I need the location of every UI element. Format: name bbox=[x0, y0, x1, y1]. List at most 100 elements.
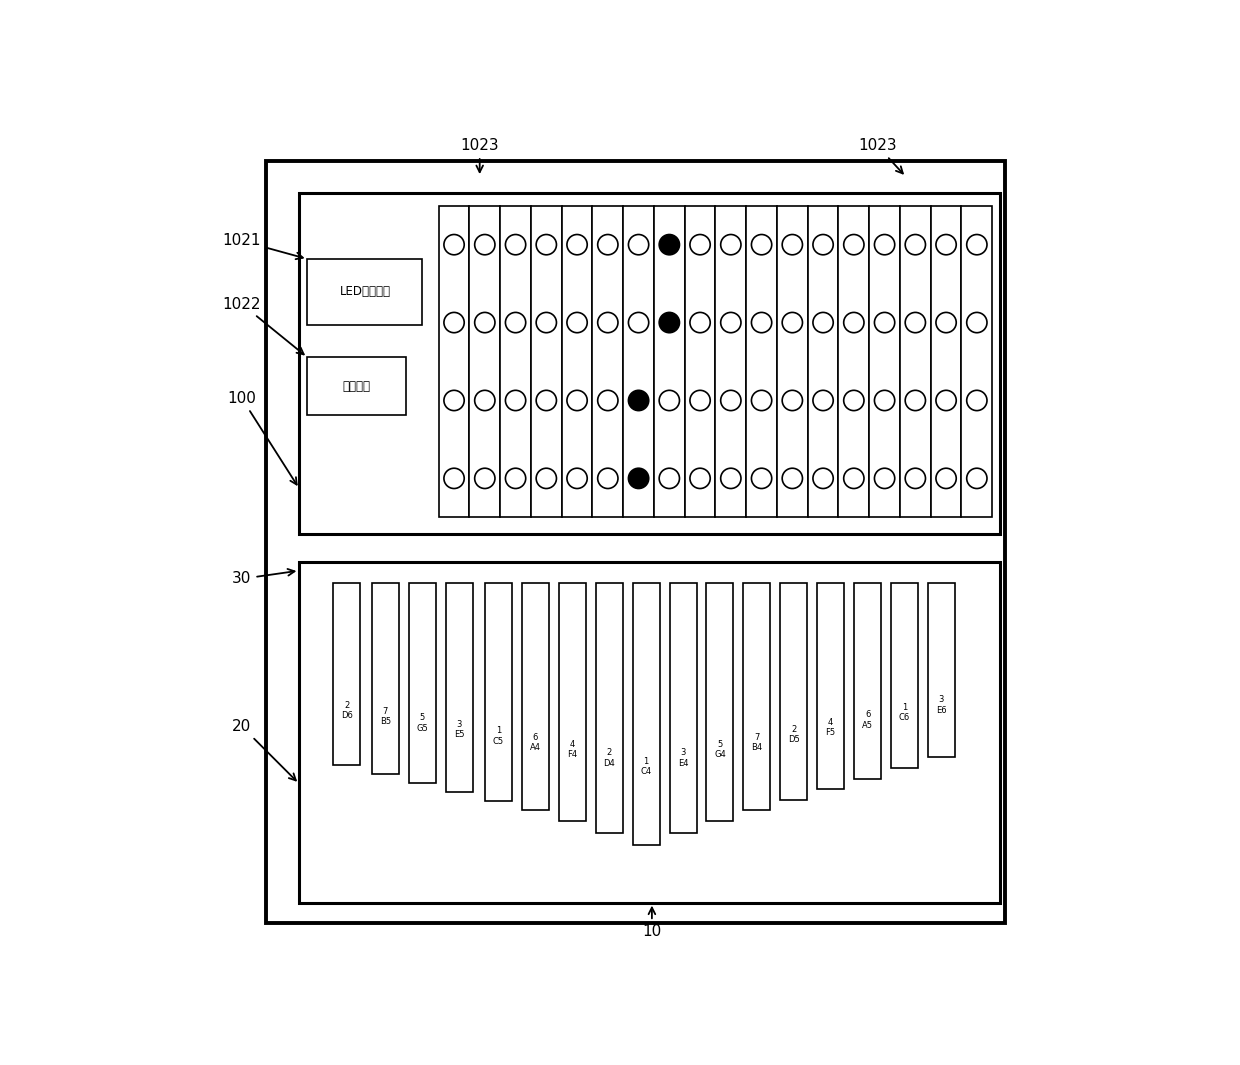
Circle shape bbox=[967, 234, 987, 255]
Bar bbox=[807, 206, 838, 518]
Text: 1021: 1021 bbox=[223, 233, 303, 259]
Circle shape bbox=[475, 234, 495, 255]
Circle shape bbox=[967, 312, 987, 332]
Circle shape bbox=[444, 312, 464, 332]
Bar bbox=[624, 206, 653, 518]
Circle shape bbox=[506, 390, 526, 411]
Circle shape bbox=[720, 234, 742, 255]
Text: 6
A5: 6 A5 bbox=[862, 710, 873, 730]
Circle shape bbox=[936, 234, 956, 255]
Circle shape bbox=[567, 234, 588, 255]
Circle shape bbox=[598, 312, 618, 332]
Text: 20: 20 bbox=[232, 719, 296, 781]
Circle shape bbox=[720, 469, 742, 489]
Circle shape bbox=[506, 312, 526, 332]
Circle shape bbox=[813, 312, 833, 332]
Circle shape bbox=[629, 312, 649, 332]
Circle shape bbox=[936, 390, 956, 411]
Circle shape bbox=[689, 390, 711, 411]
Bar bbox=[562, 206, 593, 518]
Bar bbox=[485, 583, 512, 801]
Text: 2
D4: 2 D4 bbox=[604, 749, 615, 768]
Text: 2
D6: 2 D6 bbox=[341, 701, 352, 720]
Circle shape bbox=[444, 234, 464, 255]
Circle shape bbox=[598, 234, 618, 255]
Circle shape bbox=[843, 390, 864, 411]
Bar bbox=[632, 583, 660, 846]
Bar bbox=[743, 583, 770, 810]
Circle shape bbox=[598, 390, 618, 411]
Bar bbox=[299, 562, 1001, 903]
Bar bbox=[653, 206, 684, 518]
Bar bbox=[838, 206, 869, 518]
Circle shape bbox=[444, 469, 464, 489]
Circle shape bbox=[567, 469, 588, 489]
Bar bbox=[854, 583, 882, 779]
Circle shape bbox=[689, 234, 711, 255]
Circle shape bbox=[720, 390, 742, 411]
Circle shape bbox=[567, 312, 588, 332]
Circle shape bbox=[813, 469, 833, 489]
Bar bbox=[595, 583, 622, 833]
Circle shape bbox=[751, 390, 771, 411]
Circle shape bbox=[506, 234, 526, 255]
Text: 4
F5: 4 F5 bbox=[826, 718, 836, 737]
Circle shape bbox=[536, 312, 557, 332]
Bar bbox=[299, 194, 1001, 534]
Circle shape bbox=[874, 312, 895, 332]
Circle shape bbox=[506, 469, 526, 489]
Bar bbox=[900, 206, 931, 518]
Circle shape bbox=[444, 390, 464, 411]
Bar bbox=[531, 206, 562, 518]
Circle shape bbox=[751, 234, 771, 255]
Bar bbox=[780, 583, 807, 800]
Circle shape bbox=[905, 469, 925, 489]
Bar bbox=[869, 206, 900, 518]
Bar bbox=[707, 583, 734, 821]
Circle shape bbox=[874, 234, 895, 255]
Text: 5
G5: 5 G5 bbox=[417, 714, 428, 733]
Bar bbox=[409, 583, 435, 783]
Bar bbox=[500, 206, 531, 518]
Text: 1
C6: 1 C6 bbox=[899, 703, 910, 722]
Circle shape bbox=[629, 469, 649, 489]
Circle shape bbox=[720, 312, 742, 332]
Bar bbox=[439, 206, 470, 518]
Text: 1
C4: 1 C4 bbox=[641, 757, 652, 776]
Bar bbox=[715, 206, 746, 518]
Circle shape bbox=[813, 234, 833, 255]
Circle shape bbox=[782, 312, 802, 332]
Circle shape bbox=[475, 469, 495, 489]
Bar bbox=[470, 206, 500, 518]
Circle shape bbox=[536, 390, 557, 411]
Circle shape bbox=[598, 469, 618, 489]
Text: 1023: 1023 bbox=[460, 138, 498, 173]
Circle shape bbox=[936, 469, 956, 489]
Text: 100: 100 bbox=[227, 391, 296, 485]
Circle shape bbox=[782, 469, 802, 489]
Bar bbox=[892, 583, 918, 768]
Circle shape bbox=[905, 390, 925, 411]
Bar bbox=[372, 583, 399, 774]
Circle shape bbox=[782, 234, 802, 255]
Circle shape bbox=[475, 312, 495, 332]
Circle shape bbox=[813, 390, 833, 411]
Text: 1023: 1023 bbox=[858, 138, 903, 174]
Text: 30: 30 bbox=[232, 569, 295, 587]
Text: 光敏电阻: 光敏电阻 bbox=[342, 379, 371, 393]
Bar bbox=[308, 259, 423, 325]
Text: LED驱动芯片: LED驱动芯片 bbox=[340, 285, 391, 298]
Circle shape bbox=[629, 234, 649, 255]
Text: 3
E4: 3 E4 bbox=[678, 749, 688, 768]
Circle shape bbox=[843, 312, 864, 332]
Bar bbox=[777, 206, 807, 518]
Circle shape bbox=[843, 234, 864, 255]
Bar bbox=[961, 206, 992, 518]
Circle shape bbox=[660, 469, 680, 489]
Bar bbox=[817, 583, 844, 789]
Text: 3
E5: 3 E5 bbox=[454, 720, 465, 739]
Text: 2
D5: 2 D5 bbox=[787, 725, 800, 744]
Circle shape bbox=[874, 469, 895, 489]
Text: 1022: 1022 bbox=[223, 297, 304, 355]
Text: 6
A4: 6 A4 bbox=[529, 733, 541, 752]
